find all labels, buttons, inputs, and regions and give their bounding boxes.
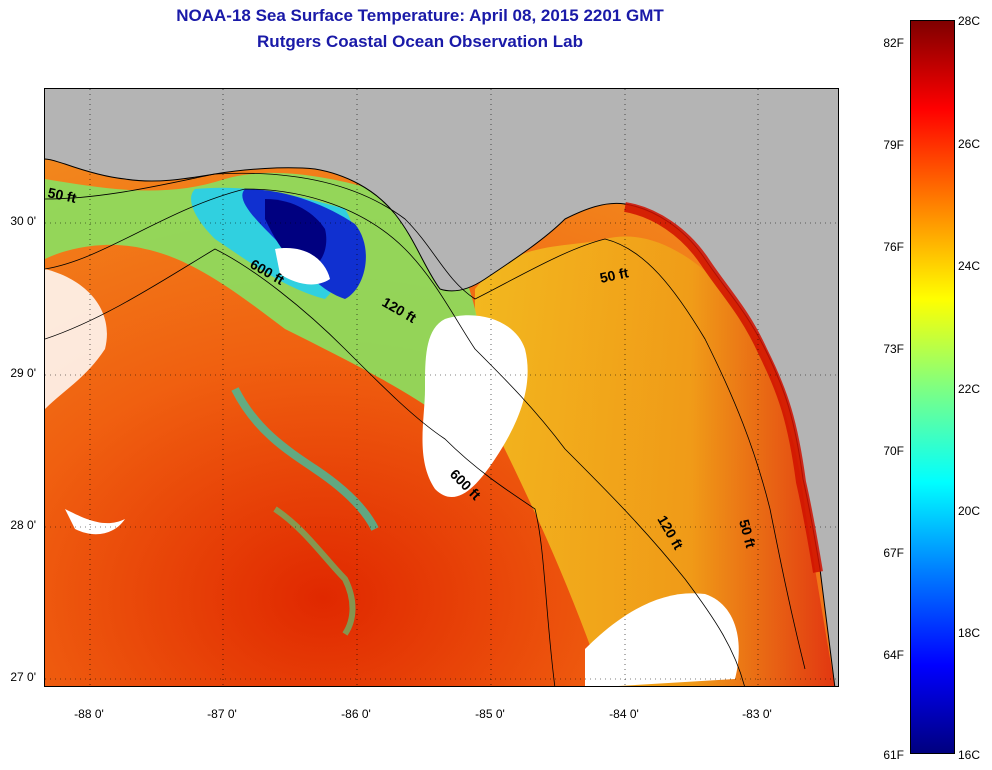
- colorbar-celsius-label: 16C: [958, 748, 981, 762]
- contour-label: 50 ft: [598, 264, 630, 286]
- map-subtitle: Rutgers Coastal Ocean Observation Lab: [257, 32, 583, 51]
- longitude-label: -85 0': [475, 707, 505, 721]
- shelf-water: [475, 236, 835, 686]
- longitude-label: -86 0': [341, 707, 371, 721]
- colorbar-celsius-label: 24C: [958, 259, 981, 273]
- cool-filament: [273, 506, 356, 636]
- colorbar-fahrenheit-label: 76F: [883, 240, 904, 254]
- colorbar-fahrenheit-label: 79F: [883, 138, 904, 152]
- latitude-label: 28 0': [10, 518, 36, 532]
- latitude-label: 30 0': [10, 214, 36, 228]
- colorbar-celsius-label: 28C: [958, 14, 981, 28]
- colorbar-fahrenheit-label: 70F: [883, 444, 904, 458]
- cloud-cover: [65, 509, 125, 535]
- colorbar-fahrenheit-label: 82F: [883, 36, 904, 50]
- coldest-water: [265, 199, 327, 269]
- colorbar-celsius-label: 20C: [958, 504, 981, 518]
- sst-map: 50 ft 600 ft 120 ft 50 ft 600 ft 120 ft …: [44, 88, 839, 687]
- contour-label: 50 ft: [46, 184, 78, 206]
- cloud-cover: [45, 269, 107, 409]
- cloud-cover: [585, 593, 739, 686]
- colorbar-celsius-label: 22C: [958, 382, 981, 396]
- colorbar-fahrenheit-label: 67F: [883, 546, 904, 560]
- land-mass: [45, 89, 838, 686]
- contour-label: 50 ft: [736, 518, 759, 550]
- longitude-label: -84 0': [609, 707, 639, 721]
- longitude-label: -83 0': [742, 707, 772, 721]
- colorbar-celsius-label: 18C: [958, 626, 981, 640]
- colorbar-fahrenheit-label: 73F: [883, 342, 904, 356]
- latitude-label: 27 0': [10, 670, 36, 684]
- colorbar-fahrenheit-label: 64F: [883, 648, 904, 662]
- cloud-cover: [275, 248, 330, 285]
- temperature-colorbar: [910, 20, 955, 754]
- colorbar-fahrenheit-label: 61F: [883, 748, 904, 762]
- latitude-label: 29 0': [10, 366, 36, 380]
- cloud-cover: [422, 315, 528, 498]
- contour-50ft: [45, 172, 806, 670]
- cool-water-band: [45, 172, 478, 419]
- cool-filament: [231, 387, 379, 531]
- longitude-label: -87 0': [207, 707, 237, 721]
- longitude-label: -88 0': [74, 707, 104, 721]
- map-title: NOAA-18 Sea Surface Temperature: April 0…: [176, 6, 664, 25]
- contour-120ft: [45, 188, 745, 686]
- warm-coastal-fringe: [624, 202, 823, 573]
- colorbar-celsius-label: 26C: [958, 137, 981, 151]
- contour-600ft: [45, 248, 556, 686]
